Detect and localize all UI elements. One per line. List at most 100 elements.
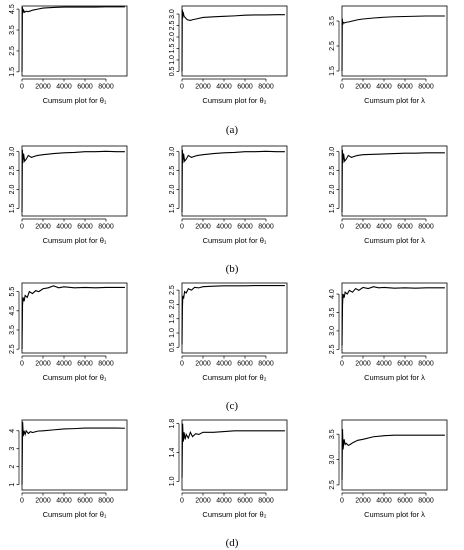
y-tick-label: 3.5 — [329, 429, 336, 439]
x-tick-label: 6000 — [397, 498, 413, 505]
x-tick-label: 4000 — [56, 84, 72, 91]
x-tick-label: 4000 — [376, 498, 392, 505]
cumsum-panel-r2c2: 0 2000 4000 6000 8000 1.5 2.0 2.5 3.0 Cumsum plot… — [169, 145, 288, 245]
cumsum-series-line — [21, 421, 125, 485]
x-tick-label: 8000 — [98, 361, 114, 368]
x-axis-title: Cumsum plot for λ — [364, 236, 425, 245]
y-tick-label: 3.0 — [9, 147, 16, 157]
y-tick-label: 2.5 — [9, 166, 16, 176]
y-tick-label: 1.5 — [169, 203, 176, 213]
x-tick-label: 0 — [20, 361, 24, 368]
plot-frame — [341, 282, 448, 354]
y-tick-label: 1.5 — [9, 203, 16, 213]
x-tick-label: 8000 — [98, 224, 114, 231]
y-tick-label: 3.5 — [9, 325, 16, 335]
x-tick-label: 8000 — [258, 224, 274, 231]
plot-frame — [21, 282, 128, 354]
cumsum-series-line — [21, 6, 125, 72]
x-tick-label: 0 — [340, 84, 344, 91]
y-tick-label: 1.8 — [169, 419, 176, 429]
x-tick-label: 0 — [20, 84, 24, 91]
x-tick-label: 8000 — [258, 361, 274, 368]
x-tick-label: 0 — [340, 361, 344, 368]
y-tick-label: 1.5 — [169, 314, 176, 324]
x-tick-label: 4000 — [216, 361, 232, 368]
x-tick-label: 2000 — [35, 224, 51, 231]
x-tick-label: 0 — [340, 224, 344, 231]
plot-frame — [181, 145, 288, 217]
y-tick-label: 3.0 — [169, 9, 176, 19]
x-tick-label: 6000 — [77, 361, 93, 368]
x-tick-label: 8000 — [258, 498, 274, 505]
cumsum-panel-r4c2: 0 2000 4000 6000 8000 1.0 1.4 1.8 Cumsum plot fo… — [169, 419, 288, 519]
x-axis-title: Cumsum plot for θ₁ — [43, 96, 107, 105]
y-tick-label: 3.0 — [329, 147, 336, 157]
y-tick-label: 2.5 — [169, 21, 176, 31]
x-tick-label: 8000 — [418, 84, 434, 91]
x-axis-title: Cumsum plot for λ — [364, 510, 425, 519]
x-tick-label: 2000 — [195, 498, 211, 505]
y-tick-label: 4.5 — [9, 306, 16, 316]
cumsum-series-line — [181, 423, 285, 478]
cumsum-panel-r1c1: 0 2000 4000 6000 8000 1.5 2.5 3.5 4.5 Cumsum plot… — [9, 4, 128, 105]
x-tick-label: 8000 — [418, 361, 434, 368]
y-tick-label: 1.0 — [169, 55, 176, 65]
x-tick-label: 4000 — [376, 84, 392, 91]
x-tick-label: 4000 — [376, 361, 392, 368]
y-tick-label: 4 — [9, 429, 16, 433]
y-tick-label: 0.5 — [169, 66, 176, 76]
x-tick-label: 2000 — [355, 498, 371, 505]
x-axis-title: Cumsum plot for θ₂ — [202, 373, 266, 382]
x-axis-title: Cumsum plot for θ₂ — [202, 96, 266, 105]
plot-frame — [181, 282, 288, 354]
y-tick-label: 3.5 — [9, 25, 16, 35]
x-tick-label: 6000 — [397, 84, 413, 91]
cumsum-panel-r3c2: 0 2000 4000 6000 8000 0.5 1.0 1.5 2.0 2.5 Cumsum p… — [169, 282, 288, 382]
plot-frame — [21, 5, 128, 77]
x-tick-label: 6000 — [237, 361, 253, 368]
x-tick-label: 8000 — [98, 498, 114, 505]
y-tick-label: 2.5 — [9, 344, 16, 354]
x-tick-label: 2000 — [195, 361, 211, 368]
panel-label-a: (a) — [226, 124, 239, 136]
x-tick-label: 2000 — [35, 361, 51, 368]
x-tick-label: 0 — [20, 498, 24, 505]
y-tick-label: 3.0 — [329, 455, 336, 465]
y-tick-label: 3.5 — [329, 308, 336, 318]
x-axis-title: Cumsum plot for θ₁ — [43, 236, 107, 245]
plot-frame — [341, 145, 448, 217]
cumsum-series-line — [21, 149, 125, 213]
x-tick-label: 8000 — [418, 498, 434, 505]
cumsum-panel-r3c1: 0 2000 4000 6000 8000 2.5 3.5 4.5 5.5 Cumsum plot… — [9, 282, 128, 382]
y-tick-label: 1 — [9, 483, 16, 487]
cumsum-panel-r2c3: 0 2000 4000 6000 8000 1.5 2.0 2.5 3.0 Cumsum plot… — [329, 145, 448, 245]
x-axis-title: Cumsum plot for θ₁ — [43, 373, 107, 382]
cumsum-series-line — [181, 9, 285, 72]
cumsum-series-line — [341, 286, 445, 346]
cumsum-panel-r4c3: 0 2000 4000 6000 8000 2.5 3.0 3.5 Cumsum plot fo… — [329, 419, 448, 519]
x-tick-label: 0 — [180, 361, 184, 368]
plot-frame — [21, 419, 128, 491]
x-tick-label: 0 — [180, 84, 184, 91]
y-tick-label: 2.5 — [9, 46, 16, 56]
y-tick-label: 1.0 — [169, 476, 176, 486]
cumsum-series-line — [181, 149, 285, 213]
x-tick-label: 0 — [340, 498, 344, 505]
y-tick-label: 4.0 — [329, 289, 336, 299]
x-axis-title: Cumsum plot for θ₁ — [203, 236, 267, 245]
panel-label-b: (b) — [226, 263, 239, 275]
x-tick-label: 2000 — [355, 361, 371, 368]
x-tick-label: 2000 — [355, 84, 371, 91]
y-tick-label: 3.0 — [169, 147, 176, 157]
plot-frame — [181, 5, 288, 77]
x-tick-label: 4000 — [376, 224, 392, 231]
y-tick-label: 2.5 — [329, 480, 336, 490]
y-tick-label: 0.5 — [169, 342, 176, 352]
x-axis-title: Cumsum plot for λ — [364, 96, 425, 105]
x-tick-label: 6000 — [397, 224, 413, 231]
x-tick-label: 2000 — [35, 498, 51, 505]
cumsum-panel-r3c3: 0 2000 4000 6000 8000 2.5 3.0 3.5 4.0 Cumsum plot… — [329, 282, 448, 382]
x-tick-label: 6000 — [77, 84, 93, 91]
